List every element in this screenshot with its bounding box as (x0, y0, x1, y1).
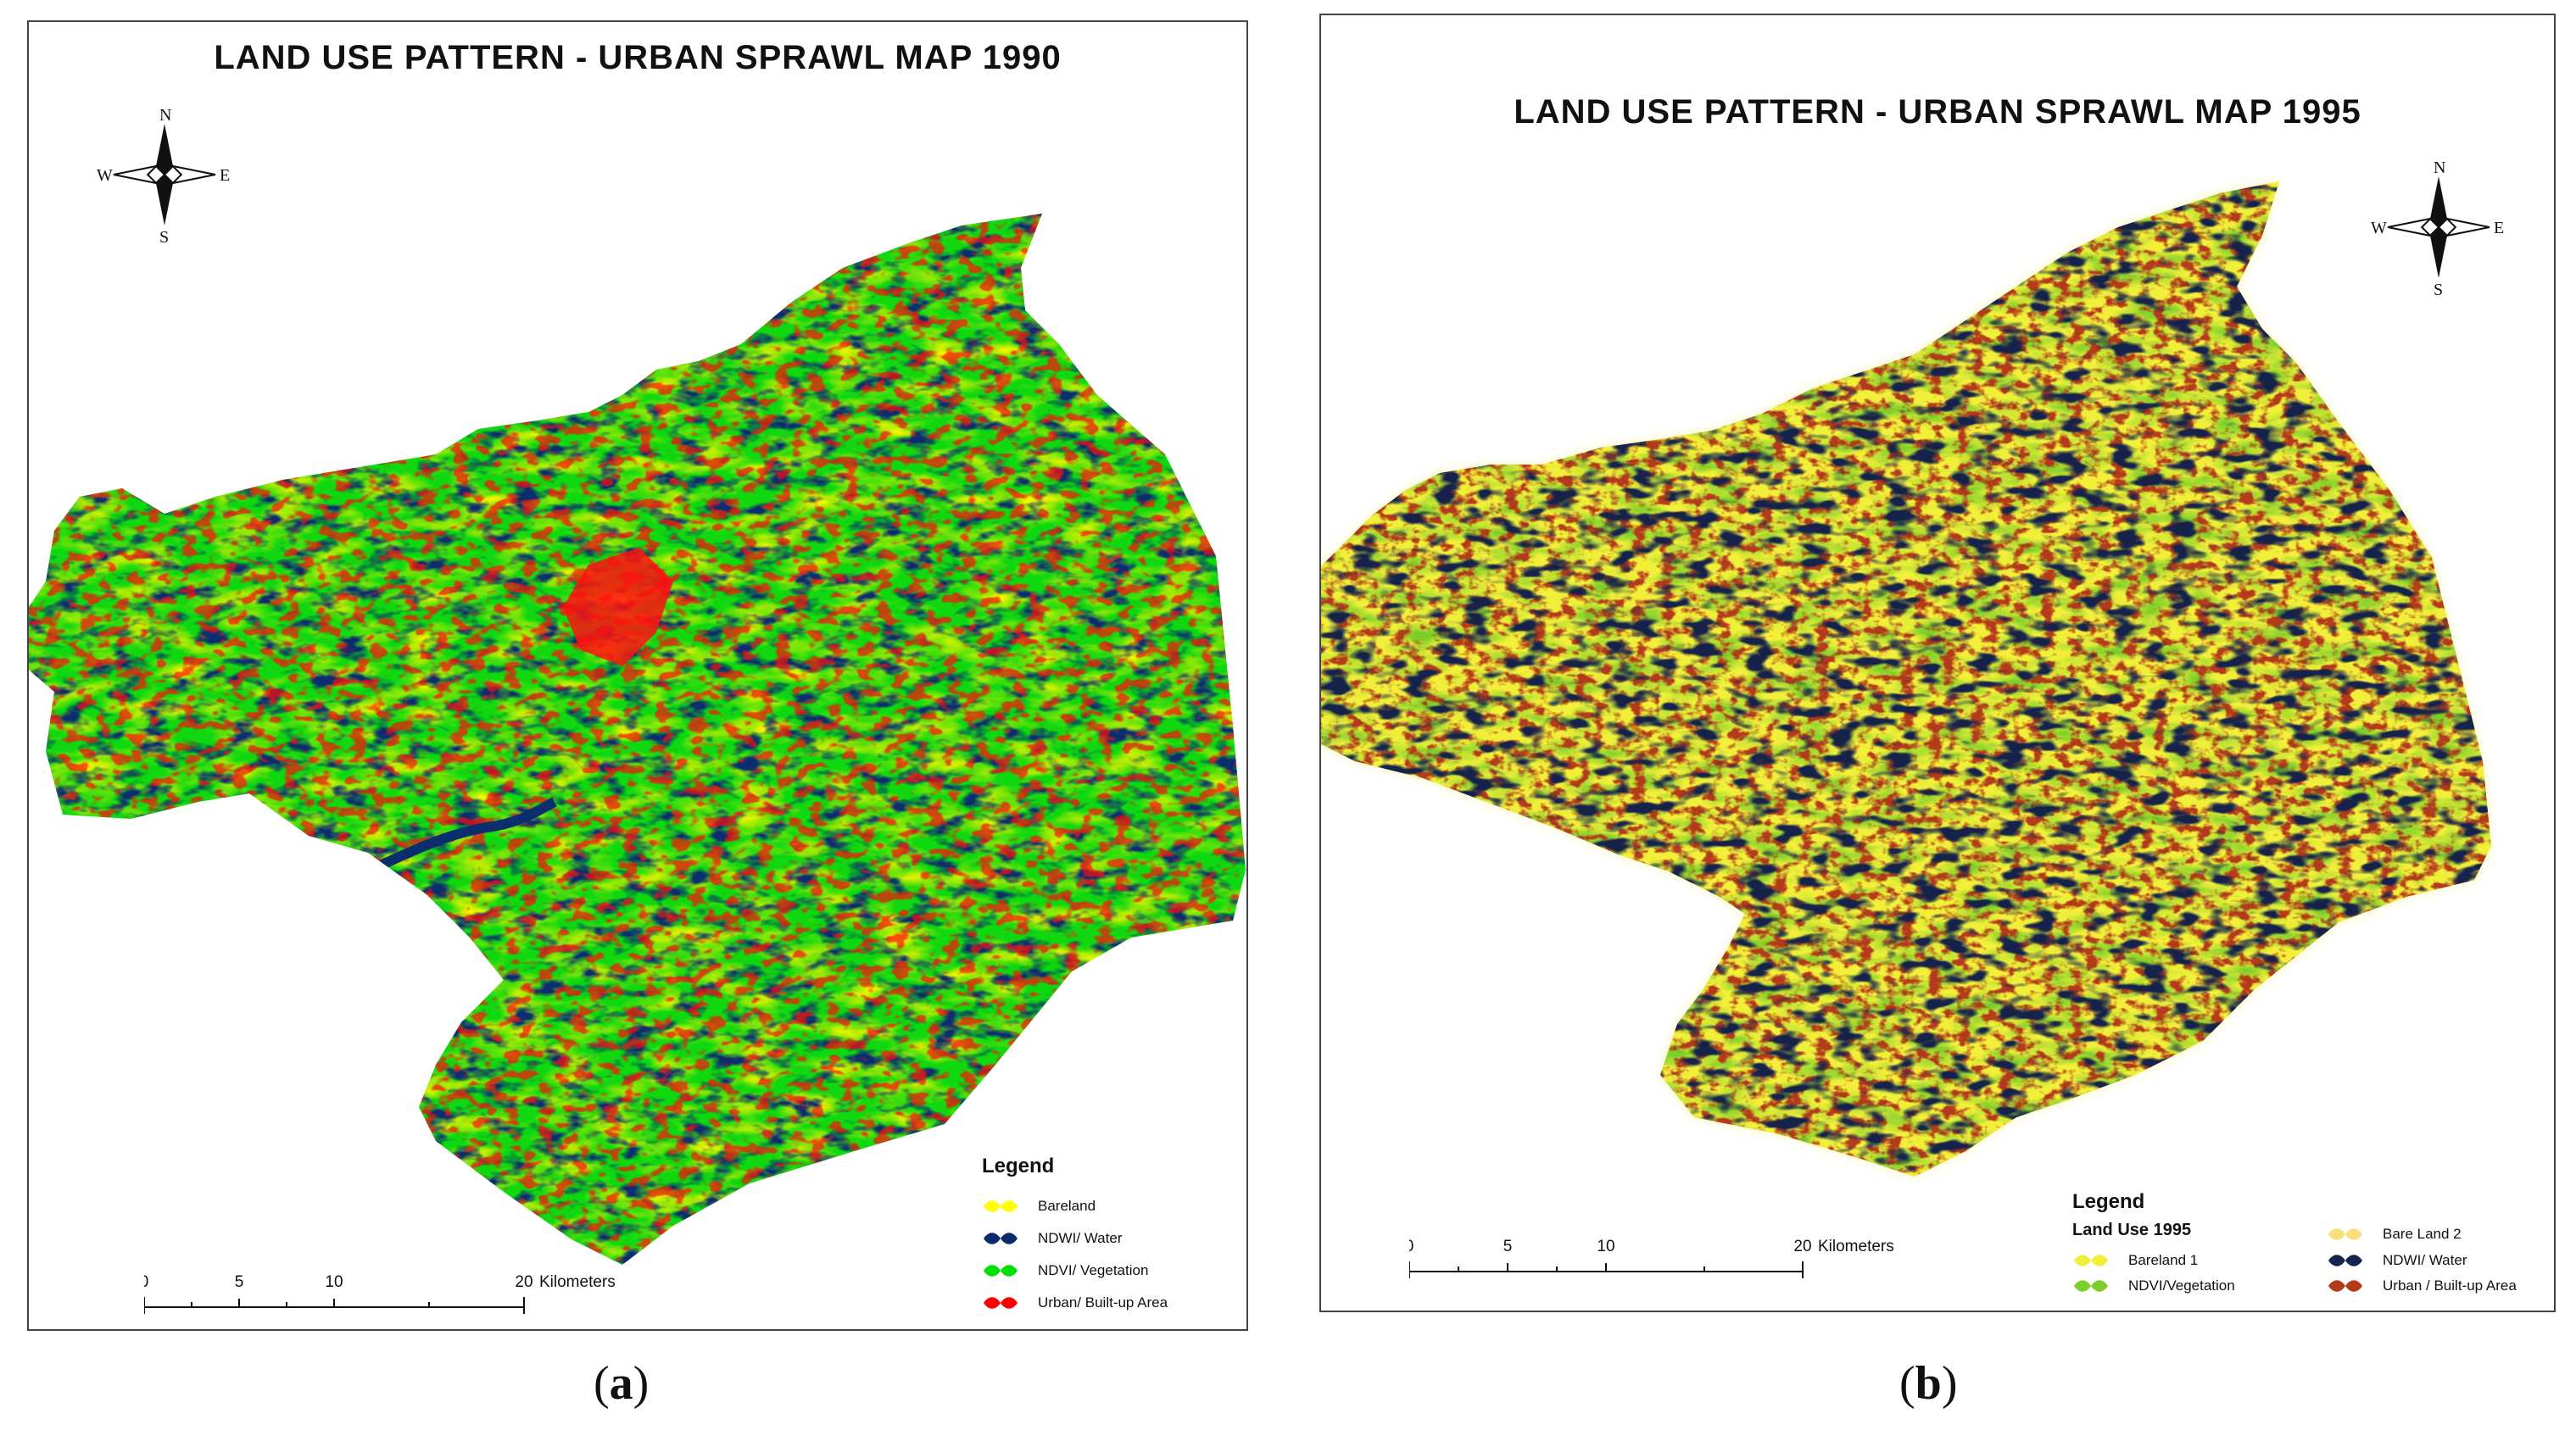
scale-tick-5: 5 (1503, 1238, 1513, 1255)
scale-unit: Kilometers (1818, 1238, 1894, 1255)
legend-label: Bareland 1 (2128, 1252, 2199, 1268)
legend-swatch-water (984, 1233, 1018, 1244)
map-title: LAND USE PATTERN - URBAN SPRAWL MAP 1995 (1514, 93, 2361, 131)
scale-tick-10: 10 (1597, 1238, 1614, 1255)
legend-label: NDWI/ Water (2383, 1252, 2467, 1268)
compass-w: W (97, 166, 113, 185)
legend-item-bareland-1: Bareland 1 (2072, 1248, 2327, 1273)
legend-subtitle: Land Use 1995 (2072, 1221, 2192, 1239)
legend-label: NDWI/ Water (1038, 1230, 1123, 1246)
legend-label: Urban/ Built-up Area (1038, 1294, 1168, 1311)
caption-b: (b) (1899, 1357, 1958, 1410)
legend-label: NDVI/Vegetation (2128, 1277, 2235, 1294)
legend-title: Legend (2072, 1190, 2145, 1213)
legend-1990: Legend Bareland NDWI/ Water NDVI/ Vegeta… (982, 1155, 1168, 1319)
scale-tick-20: 20 (1793, 1238, 1811, 1255)
legend-item-urban: Urban / Built-up Area (2327, 1273, 2564, 1299)
legend-label: Bare Land 2 (2383, 1226, 2462, 1242)
legend-item-water: NDWI/ Water (2327, 1248, 2564, 1273)
map-1990 (29, 214, 1246, 1265)
scale-tick-20: 20 (515, 1273, 532, 1291)
legend-label: Urban / Built-up Area (2383, 1277, 2517, 1294)
legend-swatch-vegetation (2074, 1280, 2108, 1292)
legend-label: Bareland (1038, 1198, 1096, 1214)
compass-s: S (2434, 281, 2443, 295)
legend-label: NDVI/ Vegetation (1038, 1262, 1149, 1278)
map-panel-1990: LAND USE PATTERN - URBAN SPRAWL MAP 1990… (27, 20, 1248, 1331)
legend-swatch-bareland-1 (2074, 1255, 2108, 1266)
legend-title: Legend (982, 1155, 1055, 1177)
legend-item-bareland: Bareland (982, 1190, 1168, 1222)
scale-tick-0: 0 (1409, 1238, 1413, 1255)
compass-s: S (159, 228, 169, 242)
legend-swatch-vegetation (984, 1265, 1018, 1277)
scale-tick-10: 10 (325, 1273, 343, 1291)
map-title: LAND USE PATTERN - URBAN SPRAWL MAP 1990 (214, 39, 1062, 76)
legend-item-water: NDWI/ Water (982, 1222, 1168, 1255)
legend-item-vegetation: NDVI/Vegetation (2072, 1273, 2327, 1299)
scale-tick-0: 0 (144, 1273, 148, 1291)
scale-tick-5: 5 (235, 1273, 244, 1291)
scale-bar-1995: 0 5 10 20 Kilometers (1409, 1238, 1894, 1278)
legend-1995: Legend Land Use 1995 Bareland 1 NDVI/Veg… (2072, 1190, 2564, 1299)
scale-bar-1990: 0 5 10 20 Kilometers (144, 1273, 616, 1314)
north-arrow-icon: N S W E (2371, 159, 2504, 295)
legend-item-vegetation: NDVI/ Vegetation (982, 1255, 1168, 1287)
legend-swatch-urban (984, 1297, 1018, 1309)
legend-swatch-bareland-2 (2328, 1228, 2362, 1240)
legend-swatch-bareland (984, 1200, 1018, 1212)
map-1995 (1321, 181, 2491, 1177)
compass-e: E (220, 166, 230, 185)
legend-swatch-water (2328, 1255, 2362, 1266)
north-arrow-icon: N S W E (97, 107, 230, 242)
compass-n: N (2434, 159, 2445, 177)
legend-item-bareland-2: Bare Land 2 (2327, 1221, 2564, 1248)
map-panel-1995: LAND USE PATTERN - URBAN SPRAWL MAP 1995… (1319, 14, 2556, 1312)
compass-w: W (2371, 219, 2387, 237)
legend-swatch-urban (2328, 1280, 2362, 1292)
compass-e: E (2494, 219, 2504, 237)
compass-n: N (159, 107, 171, 125)
caption-a: (a) (594, 1357, 650, 1410)
scale-unit: Kilometers (539, 1273, 616, 1291)
legend-item-urban: Urban/ Built-up Area (982, 1287, 1168, 1319)
